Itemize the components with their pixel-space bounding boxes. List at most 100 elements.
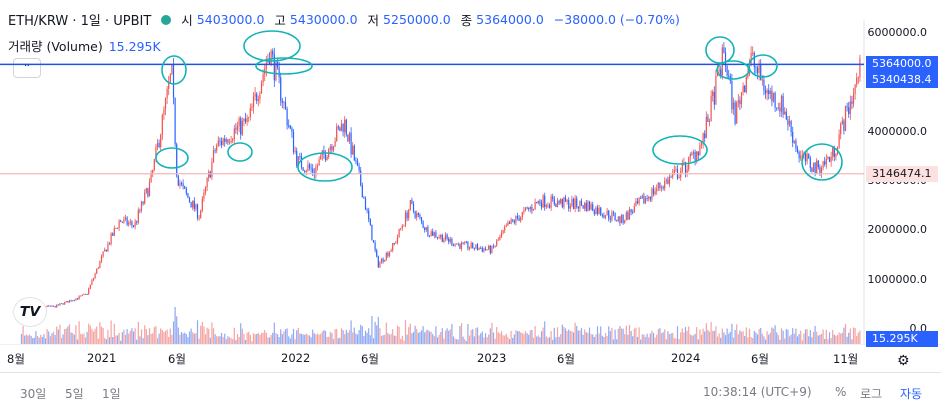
volume-bar	[201, 322, 203, 344]
candle-body	[494, 245, 496, 247]
candle-body	[337, 126, 339, 128]
candle-body	[387, 253, 389, 256]
candle-body	[460, 242, 463, 249]
candle-body	[521, 212, 523, 217]
y-tick-label: 1000000.0	[867, 272, 928, 286]
volume-bar	[190, 328, 192, 344]
candle-body	[667, 179, 669, 184]
volume-bar	[142, 338, 144, 344]
volume-bar	[844, 323, 847, 344]
candle-body	[798, 151, 800, 159]
candle-body	[120, 220, 122, 222]
candle-body	[142, 201, 144, 204]
volume-bar	[457, 339, 459, 344]
candle-body	[44, 306, 47, 308]
symbol-title[interactable]: ETH/KRW · 1일 · UPBIT	[8, 14, 152, 29]
candle-body	[244, 118, 247, 122]
volume-bar	[448, 330, 450, 344]
candle-body	[788, 121, 791, 125]
volume-bar	[812, 331, 815, 344]
candle-body	[406, 212, 408, 219]
candle-body	[776, 107, 778, 109]
volume-bar	[51, 333, 53, 344]
candle-body	[508, 222, 511, 224]
volume-bar	[403, 340, 405, 344]
candle-body	[636, 201, 639, 204]
range-5d-button[interactable]: 5일	[65, 387, 84, 401]
volume-bar	[641, 334, 643, 344]
volume-bar	[404, 320, 407, 344]
volume-bar	[329, 331, 331, 344]
volume-bar	[200, 325, 202, 344]
volume-bar	[462, 336, 464, 344]
candle-body	[609, 218, 611, 220]
candle-body	[446, 234, 448, 239]
price-chart[interactable]	[0, 0, 941, 345]
volume-bar	[27, 335, 29, 344]
volume-bar	[76, 339, 79, 344]
volume-bar	[465, 341, 467, 344]
candle-body	[579, 200, 581, 209]
volume-bar	[726, 328, 728, 344]
volume-bar	[132, 331, 135, 344]
candle-body	[408, 210, 410, 219]
candle-body	[820, 167, 823, 174]
settings-icon[interactable]: ⚙	[897, 353, 910, 369]
candle-body	[195, 204, 197, 209]
volume-bar	[627, 334, 629, 344]
volume-bar	[62, 334, 64, 344]
candle-body	[140, 201, 143, 211]
candle-body	[145, 188, 147, 193]
candle-body	[545, 205, 547, 208]
candle-body	[777, 107, 779, 109]
volume-bar	[784, 338, 786, 344]
candle-body	[576, 198, 578, 207]
volume-bar	[350, 320, 352, 344]
candle-body	[616, 219, 618, 221]
volume-bar	[166, 329, 168, 344]
candle-body	[769, 90, 771, 95]
auto-toggle[interactable]: 자동	[900, 387, 923, 401]
candle-body	[292, 131, 295, 152]
candle-body	[403, 225, 405, 226]
range-1d-button[interactable]: 1일	[102, 387, 121, 401]
volume-bar	[752, 338, 754, 344]
range-30d-button[interactable]: 30일	[20, 387, 47, 401]
candle-body	[251, 107, 253, 109]
volume-bar	[30, 335, 32, 344]
open-label: 시	[181, 13, 193, 28]
collapse-legend-button[interactable]: ⌃	[13, 58, 41, 78]
volume-bar	[464, 339, 466, 344]
volume-bar	[70, 332, 72, 344]
volume-bar	[582, 334, 584, 344]
candle-body	[539, 200, 541, 204]
candle-body	[692, 151, 695, 155]
percent-toggle[interactable]: %	[835, 385, 847, 399]
candle-body	[212, 150, 215, 162]
candle-body	[144, 192, 146, 204]
candle-body	[601, 214, 603, 216]
candle-body	[617, 216, 619, 221]
volume-bar	[153, 327, 155, 344]
candle-body	[302, 167, 304, 171]
volume-bar	[483, 337, 485, 344]
tradingview-logo[interactable]: 𝙏𝙑	[14, 298, 46, 326]
volume-bar	[240, 323, 242, 344]
volume-bar	[424, 332, 426, 344]
candle-body	[796, 148, 799, 152]
price-tag-2: 5340438.4	[866, 71, 938, 88]
candle-body	[176, 144, 178, 176]
volume-bar	[116, 335, 119, 344]
volume-legend[interactable]: 거래량 (Volume) 15.295K	[8, 36, 161, 55]
candle-body	[660, 186, 663, 188]
candle-body	[371, 224, 373, 241]
log-toggle[interactable]: 로그	[860, 387, 883, 401]
clock-time[interactable]: 10:38:14 (UTC+9)	[703, 385, 812, 399]
volume-bar	[531, 329, 533, 344]
volume-bar	[769, 332, 771, 344]
volume-bar	[300, 333, 303, 344]
volume-bar	[217, 336, 219, 344]
volume-bar	[384, 334, 386, 344]
volume-bar	[64, 328, 66, 344]
candle-body	[456, 243, 458, 245]
